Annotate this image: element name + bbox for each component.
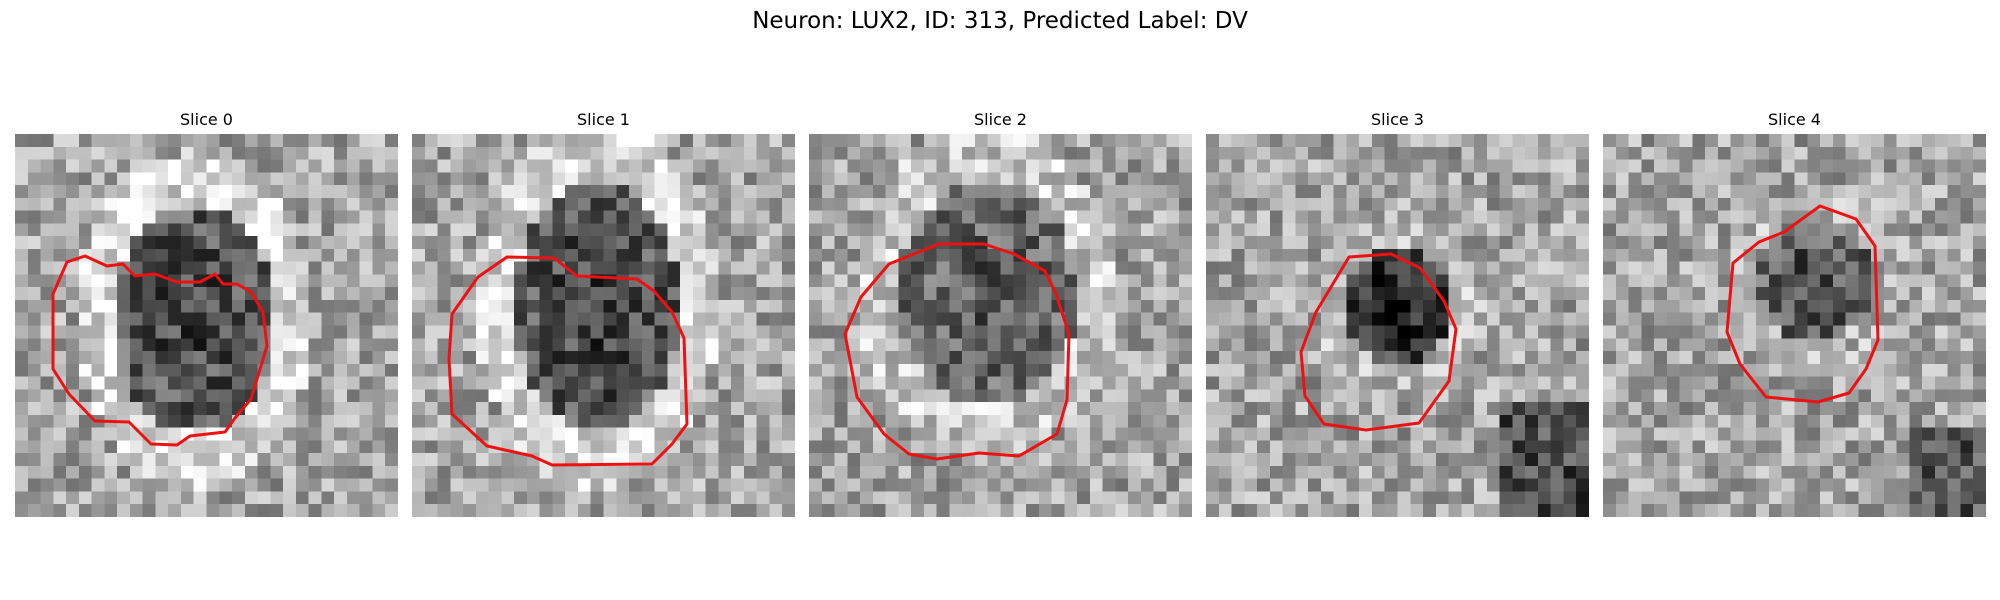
- slice-title: Slice 3: [1371, 110, 1424, 129]
- segmentation-contour: [843, 242, 1071, 461]
- slice-title: Slice 1: [577, 110, 630, 129]
- segmentation-contour: [1299, 252, 1458, 432]
- figure-title: Neuron: LUX2, ID: 313, Predicted Label: …: [752, 8, 1248, 34]
- slice-image: [1603, 134, 1986, 517]
- segmentation-contour: [447, 255, 689, 467]
- segmentation-contour: [51, 254, 269, 447]
- slice-panel-4: Slice 4: [1603, 108, 1986, 517]
- slice-title: Slice 4: [1768, 110, 1821, 129]
- slice-panel-1: Slice 1: [412, 108, 795, 517]
- slice-panel-3: Slice 3: [1206, 108, 1589, 517]
- segmentation-contour: [1725, 204, 1880, 404]
- slice-image: [15, 134, 398, 517]
- slice-image: [1206, 134, 1589, 517]
- slice-title: Slice 0: [180, 110, 233, 129]
- slice-panel-0: Slice 0: [15, 108, 398, 517]
- slice-panel-2: Slice 2: [809, 108, 1192, 517]
- slice-image: [412, 134, 795, 517]
- slice-title: Slice 2: [974, 110, 1027, 129]
